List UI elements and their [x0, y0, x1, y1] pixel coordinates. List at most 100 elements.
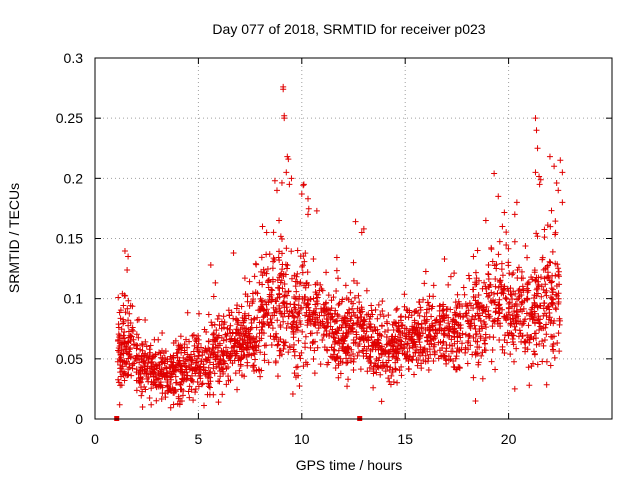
data-point	[491, 170, 498, 177]
data-point	[334, 317, 341, 324]
data-point	[375, 339, 382, 346]
data-point	[255, 366, 262, 373]
data-point	[135, 334, 142, 341]
data-point	[213, 363, 220, 370]
data-point	[553, 283, 560, 290]
data-point	[493, 261, 500, 268]
data-point	[492, 309, 499, 316]
data-point	[441, 353, 448, 360]
data-point	[467, 325, 474, 332]
data-point	[457, 325, 464, 332]
data-point	[416, 339, 423, 346]
data-point	[472, 331, 479, 338]
data-point	[330, 334, 337, 341]
data-point	[157, 381, 164, 388]
data-point	[196, 310, 203, 317]
data-point	[277, 322, 284, 329]
data-point	[305, 195, 312, 202]
data-point	[180, 360, 187, 367]
data-point	[396, 367, 403, 374]
data-point	[555, 271, 562, 278]
data-point	[335, 301, 342, 308]
data-point	[454, 291, 461, 298]
data-point	[164, 388, 171, 395]
data-point	[533, 286, 540, 293]
data-point	[415, 331, 422, 338]
data-point	[258, 297, 265, 304]
data-point	[389, 333, 396, 340]
data-point	[276, 290, 283, 297]
data-point	[323, 269, 330, 276]
data-point	[393, 307, 400, 314]
data-point	[341, 346, 348, 353]
data-point	[127, 345, 134, 352]
data-point	[181, 349, 188, 356]
data-point	[392, 365, 399, 372]
data-point	[307, 330, 314, 337]
data-point	[244, 346, 251, 353]
data-point	[499, 306, 506, 313]
data-point	[153, 397, 160, 404]
y-axis-label: SRMTID / TECUs	[6, 183, 22, 293]
data-point	[317, 361, 324, 368]
data-point	[510, 341, 517, 348]
data-point	[314, 344, 321, 351]
data-point	[501, 313, 508, 320]
data-point	[403, 307, 410, 314]
data-point	[348, 328, 355, 335]
data-point	[274, 317, 281, 324]
data-point	[276, 274, 283, 281]
data-point	[203, 329, 210, 336]
data-point	[333, 254, 340, 261]
data-point	[192, 389, 199, 396]
data-point	[326, 330, 333, 337]
data-point	[411, 309, 418, 316]
data-point	[137, 364, 144, 371]
data-point	[409, 342, 416, 349]
data-point	[170, 339, 177, 346]
data-point	[481, 279, 488, 286]
data-point	[534, 233, 541, 240]
data-point	[382, 349, 389, 356]
data-point	[452, 312, 459, 319]
data-point	[149, 358, 156, 365]
data-point	[430, 282, 437, 289]
data-point	[553, 291, 560, 298]
data-point	[510, 332, 517, 339]
data-point	[294, 247, 301, 254]
data-point	[533, 341, 540, 348]
data-point	[340, 340, 347, 347]
data-point	[454, 333, 461, 340]
data-point	[534, 285, 541, 292]
data-point	[511, 238, 518, 245]
data-point	[243, 353, 250, 360]
data-point	[357, 321, 364, 328]
data-point	[319, 337, 326, 344]
data-point	[177, 368, 184, 375]
data-point	[549, 248, 556, 255]
data-point	[492, 299, 499, 306]
data-point	[402, 333, 409, 340]
x-tick-label: 15	[397, 431, 413, 447]
data-point	[496, 296, 503, 303]
data-point	[479, 375, 486, 382]
data-point	[365, 311, 372, 318]
data-point	[298, 304, 305, 311]
data-point	[404, 307, 411, 314]
data-point	[313, 305, 320, 312]
data-point	[421, 280, 428, 287]
data-point	[323, 324, 330, 331]
data-point	[437, 302, 444, 309]
data-point	[279, 250, 286, 257]
data-point	[206, 359, 213, 366]
data-point	[260, 320, 267, 327]
data-point	[288, 248, 295, 255]
data-point	[158, 366, 165, 373]
data-point	[198, 366, 205, 373]
data-point	[500, 290, 507, 297]
data-point	[547, 320, 554, 327]
data-point	[117, 357, 124, 364]
data-point	[208, 319, 215, 326]
data-point	[147, 368, 154, 375]
data-point	[246, 332, 253, 339]
